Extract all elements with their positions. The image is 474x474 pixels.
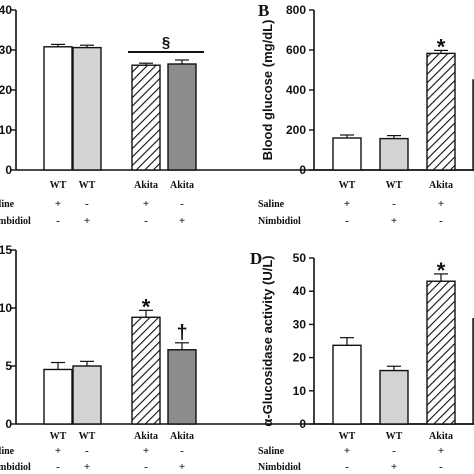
- bar: [426, 52, 456, 171]
- y-axis-label: α-Glucosidase activity (U/L): [260, 255, 275, 426]
- y-tick-label: 0: [299, 163, 306, 177]
- significance-mark: *: [437, 34, 446, 59]
- saline-sign: -: [180, 198, 184, 210]
- row-label-nimbidiol: Nimbidiol: [0, 216, 31, 227]
- saline-sign: -: [392, 198, 396, 210]
- nimbidiol-sign: -: [439, 461, 443, 473]
- category-label: Akita: [134, 431, 158, 442]
- group-significance-mark: §: [162, 34, 170, 51]
- row-label-saline: Saline: [258, 199, 285, 210]
- y-tick-label: 800: [286, 3, 306, 17]
- bar: [72, 46, 102, 171]
- bar: [131, 64, 161, 171]
- nimbidiol-sign: +: [84, 461, 90, 473]
- y-axis-label: Blood glucose (mg/dL): [260, 20, 275, 161]
- category-label: WT: [79, 180, 96, 191]
- y-tick-label: 20: [293, 351, 307, 365]
- nimbidiol-sign: +: [84, 215, 90, 227]
- y-tick-label: 30: [293, 317, 307, 331]
- y-tick-label: 40: [0, 3, 12, 17]
- y-tick-label: 40: [293, 284, 307, 298]
- saline-sign: -: [392, 445, 396, 457]
- saline-sign: -: [85, 198, 89, 210]
- saline-sign: +: [438, 198, 444, 210]
- bar: [426, 280, 456, 425]
- saline-sign: +: [55, 445, 61, 457]
- nimbidiol-sign: -: [144, 461, 148, 473]
- panel-letter: D: [250, 249, 262, 268]
- nimbidiol-sign: +: [179, 215, 185, 227]
- y-tick-label: 0: [299, 417, 306, 431]
- y-tick-label: 200: [286, 123, 306, 137]
- bar: [131, 316, 161, 425]
- bar: [167, 349, 197, 425]
- y-tick-label: 50: [293, 251, 307, 265]
- panel-letter: B: [258, 1, 269, 20]
- nimbidiol-sign: -: [345, 461, 349, 473]
- category-label: WT: [339, 180, 356, 191]
- category-label: WT: [79, 431, 96, 442]
- bar: [379, 137, 409, 171]
- nimbidiol-sign: +: [391, 215, 397, 227]
- significance-mark: *: [142, 294, 151, 319]
- nimbidiol-sign: -: [345, 215, 349, 227]
- saline-sign: +: [344, 445, 350, 457]
- y-tick-label: 5: [5, 359, 12, 373]
- y-tick-label: 0: [5, 163, 12, 177]
- category-label: Akita: [134, 180, 158, 191]
- category-label: Akita: [170, 180, 194, 191]
- nimbidiol-sign: +: [179, 461, 185, 473]
- saline-sign: +: [438, 445, 444, 457]
- row-label-nimbidiol: Nimbidiol: [258, 462, 301, 473]
- y-tick-label: 400: [286, 83, 306, 97]
- saline-sign: +: [344, 198, 350, 210]
- category-label: WT: [386, 431, 403, 442]
- y-tick-label: 10: [293, 384, 307, 398]
- y-tick-label: 10: [0, 301, 12, 315]
- category-label: WT: [339, 431, 356, 442]
- row-label-nimbidiol: Nimbidiol: [258, 216, 301, 227]
- category-label: Akita: [429, 180, 453, 191]
- category-label: Akita: [429, 431, 453, 442]
- y-tick-label: 0: [5, 417, 12, 431]
- y-tick-label: 10: [0, 123, 12, 137]
- y-tick-label: 20: [0, 83, 12, 97]
- saline-sign: +: [143, 445, 149, 457]
- category-label: WT: [50, 180, 67, 191]
- nimbidiol-sign: -: [56, 215, 60, 227]
- bar: [43, 368, 73, 425]
- bar: [72, 365, 102, 425]
- y-tick-label: 30: [0, 43, 12, 57]
- bar: [332, 344, 362, 425]
- saline-sign: -: [85, 445, 89, 457]
- saline-sign: +: [143, 198, 149, 210]
- nimbidiol-sign: -: [144, 215, 148, 227]
- bar: [167, 63, 197, 171]
- category-label: WT: [50, 431, 67, 442]
- bar: [43, 46, 73, 171]
- y-tick-label: 15: [0, 243, 12, 257]
- category-label: WT: [386, 180, 403, 191]
- row-label-saline: Saline: [258, 446, 285, 457]
- bar: [379, 369, 409, 425]
- row-label-saline: Saline: [0, 446, 15, 457]
- bar: [332, 137, 362, 171]
- significance-mark: †: [176, 322, 187, 344]
- nimbidiol-sign: -: [439, 215, 443, 227]
- y-tick-label: 600: [286, 43, 306, 57]
- row-label-saline: Saline: [0, 199, 15, 210]
- row-label-nimbidiol: Nimbidiol: [0, 462, 31, 473]
- nimbidiol-sign: +: [391, 461, 397, 473]
- significance-mark: *: [437, 258, 446, 283]
- nimbidiol-sign: -: [56, 461, 60, 473]
- saline-sign: +: [55, 198, 61, 210]
- saline-sign: -: [180, 445, 184, 457]
- category-label: Akita: [170, 431, 194, 442]
